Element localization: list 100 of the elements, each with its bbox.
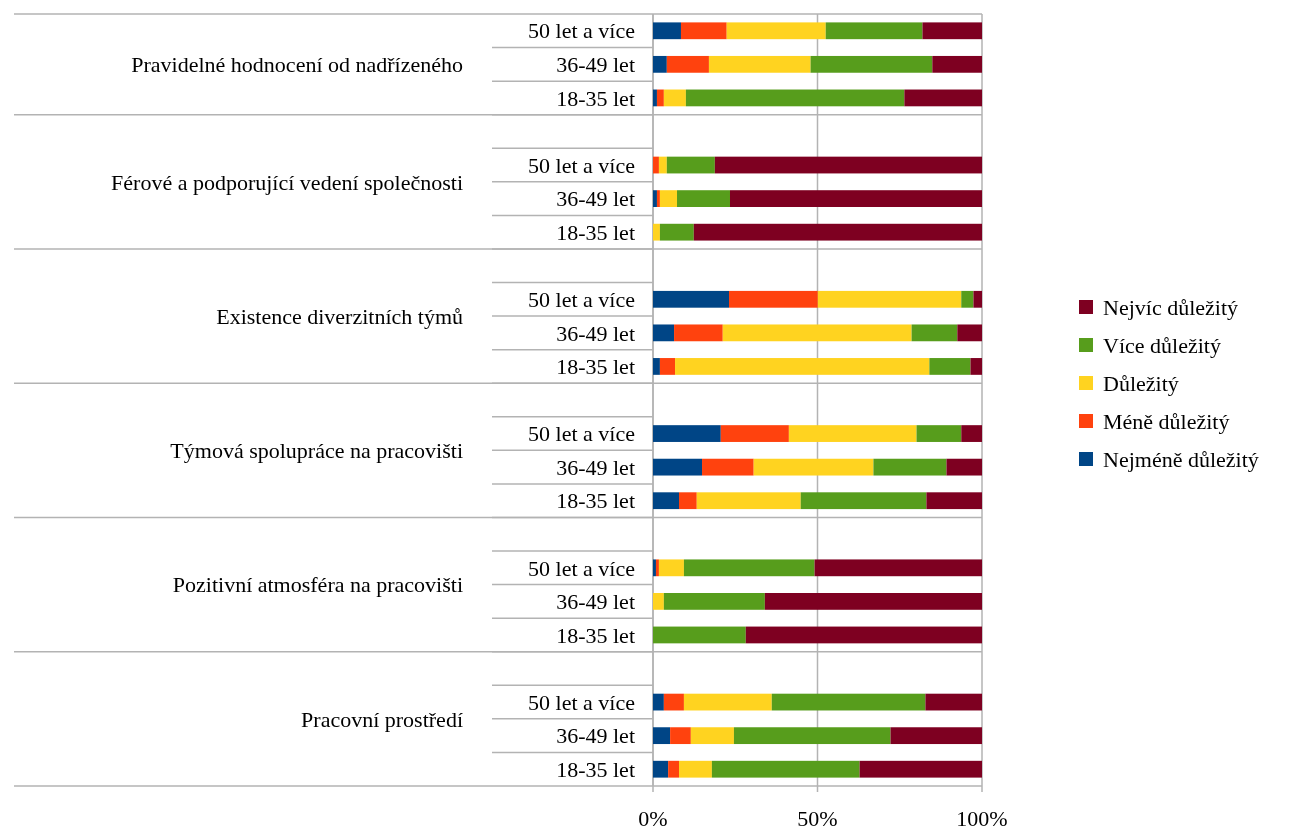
- bar: [925, 693, 982, 711]
- bar: [653, 89, 657, 107]
- bar: [810, 55, 933, 73]
- bar: [916, 425, 962, 442]
- y-tick-label: 36-49 let: [556, 52, 635, 78]
- y-tick-label: 50 let a více: [528, 287, 635, 312]
- bar: [708, 55, 811, 73]
- bar: [659, 190, 678, 207]
- bar: [722, 324, 912, 342]
- bar: [911, 324, 958, 342]
- x-tick-label: 100%: [956, 806, 1008, 831]
- bar: [658, 559, 684, 577]
- bar: [678, 492, 697, 510]
- bar: [653, 693, 664, 711]
- bar: [653, 156, 659, 174]
- y-tick-label: 18-35 let: [556, 488, 635, 514]
- bar: [733, 727, 891, 745]
- bar: [800, 492, 927, 510]
- bar: [961, 425, 982, 442]
- bar: [680, 22, 727, 40]
- y-tick-label: 50 let a více: [528, 18, 635, 44]
- bar: [771, 693, 926, 711]
- y-tick-label: 50 let a více: [528, 152, 635, 178]
- bar: [683, 559, 815, 577]
- x-tick-label: 0%: [638, 806, 668, 831]
- bar: [678, 760, 712, 778]
- bar: [817, 290, 962, 308]
- bar: [970, 358, 982, 375]
- bar: [683, 693, 772, 711]
- bar: [653, 223, 660, 241]
- bar: [668, 760, 679, 778]
- y-tick-label: 36-49 let: [556, 723, 635, 749]
- bar: [663, 693, 684, 711]
- bar: [904, 89, 982, 107]
- text: Pracovní prostředí: [301, 706, 463, 732]
- y-tick-label: 50 let a více: [528, 555, 635, 581]
- y-tick-label: 36-49 let: [556, 186, 635, 212]
- y-tick-label: 50 let a více: [528, 689, 635, 715]
- bar: [702, 458, 754, 476]
- bar: [720, 425, 789, 442]
- y-tick-label: 18-35 let: [556, 622, 635, 648]
- text: Pozitivní atmosféra na pracovišti: [172, 572, 463, 598]
- bar: [690, 727, 734, 745]
- bar: [753, 458, 874, 476]
- bar: [926, 492, 982, 510]
- bar: [685, 89, 905, 107]
- bar: [653, 458, 703, 476]
- bar: [653, 626, 746, 644]
- bar: [922, 22, 982, 40]
- bar: [729, 190, 982, 207]
- bar: [729, 290, 818, 308]
- y-tick-label: 36-49 let: [556, 454, 635, 480]
- bar: [973, 290, 982, 308]
- bar: [653, 425, 721, 442]
- x-tick-label: 50%: [797, 806, 838, 831]
- bar: [659, 223, 694, 241]
- bar: [653, 290, 729, 308]
- y-tick-label: 50 let a více: [528, 421, 635, 447]
- bar: [957, 324, 982, 342]
- bar: [726, 22, 826, 40]
- bar: [814, 559, 982, 577]
- legend-label: Nejvíc důležitý: [1103, 294, 1239, 320]
- bar: [859, 760, 982, 778]
- bar: [653, 760, 669, 778]
- bar: [677, 190, 730, 207]
- legend-label: Důležitý: [1103, 370, 1179, 396]
- bar: [675, 358, 930, 375]
- text: Férové a podporující vedení společnosti: [111, 169, 463, 195]
- bar: [745, 626, 982, 644]
- bar: [670, 727, 691, 745]
- text: Existence diverzitních týmů: [216, 303, 463, 329]
- bar: [653, 492, 679, 510]
- bar: [873, 458, 947, 476]
- y-tick-label: 36-49 let: [556, 320, 635, 346]
- bar: [693, 223, 982, 241]
- bar: [929, 358, 971, 375]
- bar: [932, 55, 982, 73]
- bar: [788, 425, 917, 442]
- y-tick-label: 18-35 let: [556, 85, 635, 111]
- bar: [663, 593, 765, 610]
- bar: [666, 55, 709, 73]
- bar: [946, 458, 982, 476]
- bar: [653, 358, 660, 375]
- legend-label: Nejméně důležitý: [1103, 446, 1259, 472]
- bar: [674, 324, 723, 342]
- bar: [764, 593, 982, 610]
- legend-label: Více důležitý: [1103, 332, 1221, 358]
- text: Týmová spolupráce na pracovišti: [170, 438, 463, 464]
- text: Pravidelné hodnocení od nadřízeného: [131, 52, 463, 78]
- bar: [653, 593, 664, 610]
- y-tick-label: 18-35 let: [556, 219, 635, 245]
- legend-label: Méně důležitý: [1103, 408, 1230, 434]
- bar: [696, 492, 801, 510]
- bar: [658, 156, 667, 174]
- bar: [714, 156, 982, 174]
- bar: [653, 22, 681, 40]
- bar: [656, 89, 664, 107]
- bar: [711, 760, 860, 778]
- bar: [653, 55, 667, 73]
- y-tick-label: 18-35 let: [556, 354, 635, 380]
